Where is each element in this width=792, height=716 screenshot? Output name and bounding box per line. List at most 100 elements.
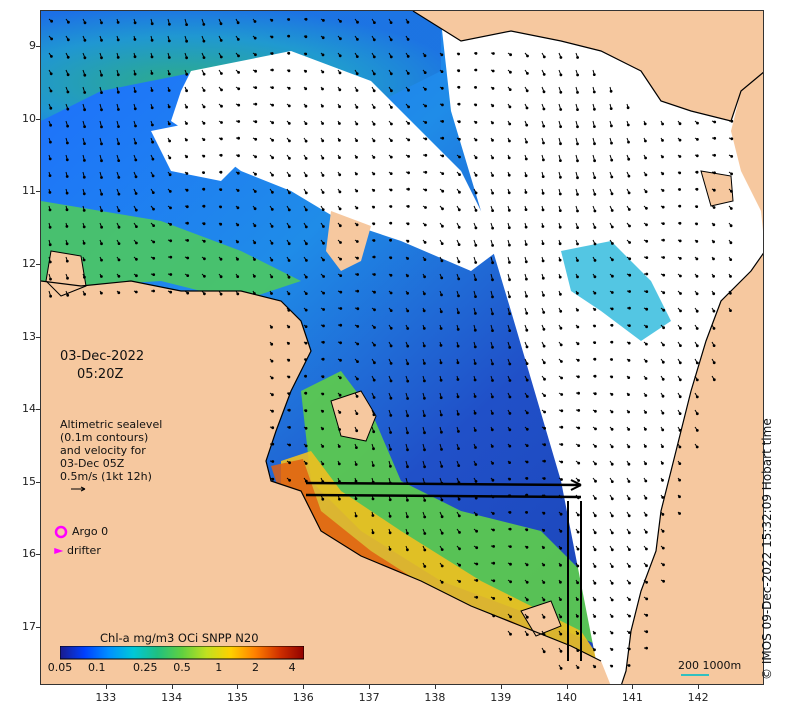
map-canvas[interactable] [40,10,764,685]
velocity-arrow-head [406,309,410,313]
velocity-arrow-head [441,207,444,211]
velocity-arrow-head [695,187,699,191]
velocity-arrow-head [389,379,393,383]
velocity-arrow-head [542,563,546,567]
velocity-arrow-head [65,259,69,263]
velocity-arrow-head [491,512,495,515]
velocity-arrow-head [66,73,70,77]
velocity-arrow-head [508,243,511,247]
velocity-arrow-head [542,90,546,94]
velocity-arrow-head [645,547,648,551]
velocity-arrow-head [185,56,189,60]
velocity-arrow-head [355,240,359,243]
velocity-arrow-head [458,155,461,159]
velocity-arrow-head [150,22,154,26]
velocity-arrow-head [661,546,665,550]
velocity-arrow-head [338,376,342,380]
velocity-arrow-head [372,222,376,226]
velocity-arrow-head [525,362,529,366]
velocity-arrow-head [271,393,274,397]
velocity-arrow-head [559,529,563,533]
velocity-arrow-head [83,125,86,129]
velocity-arrow-head [372,122,376,126]
land-new-guinea [413,11,763,121]
velocity-arrow-head [372,55,376,59]
velocity-arrow-head [220,121,223,124]
velocity-arrow-head [695,344,699,348]
velocity-arrow-head [424,153,428,157]
velocity-scale-arrow [71,486,86,492]
velocity-arrow-head [627,157,631,161]
velocity-arrow-head [695,327,699,330]
velocity-arrow-head [389,38,393,42]
velocity-arrow-head [593,548,597,552]
velocity-arrow-head [423,71,427,74]
velocity-arrow-head [712,223,716,227]
velocity-arrow-head [304,208,308,212]
velocity-arrow-head [577,375,580,379]
velocity-arrow-head [543,443,547,447]
velocity-arrow-head [627,341,631,345]
velocity-arrow-head [48,225,52,229]
velocity-arrow-head [525,89,529,93]
land-northern-territory [41,281,611,684]
velocity-arrow-head [100,38,103,42]
velocity-arrow-head [220,104,223,108]
velocity-arrow-head [304,104,308,108]
velocity-arrow-head [117,125,120,128]
velocity-arrow-head [644,173,648,177]
velocity-arrow-head [100,159,103,163]
velocity-arrow-head [457,69,461,73]
velocity-arrow-head [304,275,308,279]
velocity-arrow-head [678,462,682,466]
velocity-arrow-head [729,207,733,210]
velocity-arrow-head [271,409,274,413]
velocity-arrow-head [441,136,445,140]
velocity-arrow-head [524,157,528,161]
velocity-arrow-head [304,325,308,329]
velocity-arrow-head [593,615,597,618]
velocity-arrow-head [117,274,121,278]
velocity-arrow-head [288,174,291,178]
velocity-arrow-head [185,122,188,125]
velocity-arrow-head [134,290,138,294]
velocity-arrow-head [356,20,359,24]
velocity-arrow-head [117,242,121,246]
velocity-arrow-head [373,273,376,276]
colorbar-title: Chl-a mg/m3 OCi SNPP N20 [100,631,259,645]
velocity-arrow-head [610,225,614,229]
velocity-arrow-head [492,545,496,548]
velocity-arrow-head [83,21,87,25]
chlorophyll-map[interactable] [41,11,764,685]
velocity-arrow-head [645,564,648,568]
velocity-arrow-head [610,581,614,585]
velocity-arrow-head [321,122,325,125]
velocity-arrow-head [406,274,409,278]
velocity-arrow-head [678,239,682,243]
velocity-arrow-head [474,278,478,282]
velocity-arrow-head [390,106,393,109]
velocity-arrow-head [610,323,614,327]
velocity-arrow-head [474,261,478,264]
velocity-arrow-head [610,548,614,552]
velocity-arrow-head [541,259,545,263]
velocity-arrow-head [287,375,291,379]
velocity-arrow-head [287,292,291,296]
velocity-arrow-head [151,191,155,195]
velocity-arrow-head [236,223,240,227]
velocity-arrow-head [49,140,52,144]
velocity-arrow-head [475,595,479,599]
velocity-arrow-head [491,226,495,230]
velocity-arrow-head [135,241,138,245]
velocity-arrow-head [458,531,461,534]
velocity-arrow-head [491,121,494,125]
velocity-arrow-head [406,414,410,418]
velocity-arrow-head [305,259,308,262]
velocity-arrow-head [287,242,291,246]
velocity-arrow-head [661,445,664,449]
velocity-arrow-head [152,207,155,211]
velocity-arrow-head [355,395,359,398]
velocity-arrow-head [441,103,444,107]
velocity-arrow-head [338,224,342,228]
velocity-arrow-head [236,21,240,25]
